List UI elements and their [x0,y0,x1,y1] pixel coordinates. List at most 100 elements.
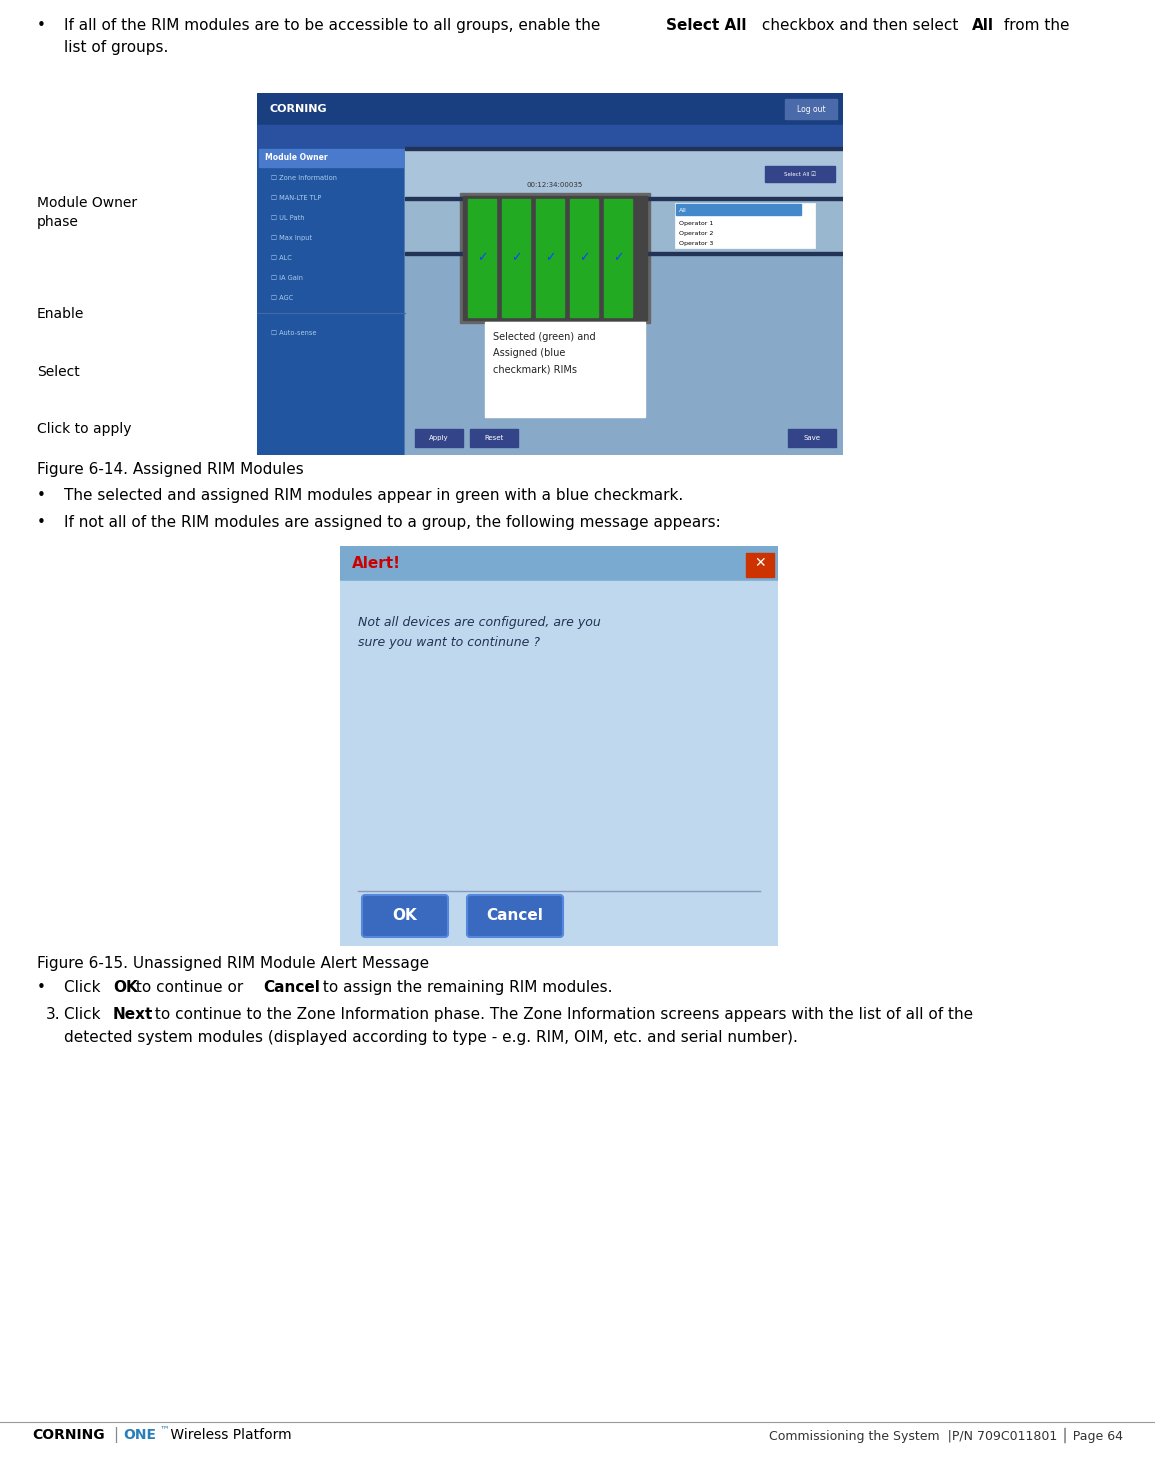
FancyBboxPatch shape [467,895,562,938]
Text: Alert!: Alert! [352,557,401,571]
Text: ™: ™ [159,1424,169,1434]
Bar [468,199,495,316]
Text: Not all devices are configured, are you: Not all devices are configured, are you [358,615,601,628]
Text: ☐ IA Gain: ☐ IA Gain [271,275,303,281]
Bar [785,100,837,119]
Text: •: • [37,516,46,530]
Text: from the: from the [999,18,1070,34]
Text: Save: Save [804,435,820,441]
Text: OK: OK [113,980,137,995]
Text: Select All ☑: Select All ☑ [784,171,815,176]
Text: ✕: ✕ [754,557,766,570]
Bar [502,199,530,316]
Text: Operator 2: Operator 2 [679,230,714,236]
Text: ☐ UL Path: ☐ UL Path [271,215,305,221]
Text: to assign the remaining RIM modules.: to assign the remaining RIM modules. [319,980,613,995]
Text: CORNING: CORNING [269,104,327,114]
Text: OK: OK [393,908,417,923]
Text: ☐ Max Input: ☐ Max Input [271,234,312,242]
Text: to continue or: to continue or [132,980,248,995]
Text: •: • [37,488,46,502]
Bar [0,1423,1155,1465]
Text: Operator 1: Operator 1 [679,221,714,226]
Bar [405,253,843,456]
Text: Select All: Select All [665,18,746,34]
Bar [340,546,778,582]
Bar [405,148,843,198]
Text: phase: phase [37,215,79,229]
Text: Operator 3: Operator 3 [679,240,714,246]
Bar [675,204,815,248]
Text: ONE: ONE [124,1428,157,1442]
Bar [676,204,802,215]
Bar [470,429,517,447]
Text: Cancel: Cancel [263,980,320,995]
Text: Next: Next [113,1006,154,1023]
Text: ☐ MAN-LTE TLP: ☐ MAN-LTE TLP [271,195,321,201]
Bar [604,199,632,316]
Text: Apply: Apply [430,435,449,441]
Bar [765,166,835,182]
Bar [405,252,843,255]
Text: Select: Select [37,365,80,379]
Bar [746,552,774,577]
Text: Cancel: Cancel [486,908,544,923]
Text: Reset: Reset [484,435,504,441]
Bar [536,199,564,316]
Bar [405,146,843,149]
Text: All: All [679,208,687,212]
Text: ✓: ✓ [511,252,521,265]
Bar [571,199,598,316]
Bar [460,193,650,322]
Bar [463,196,647,319]
Bar [788,429,836,447]
Bar [415,429,463,447]
Text: Selected (green) and: Selected (green) and [493,333,596,341]
Bar [258,125,843,148]
Text: Wireless Platform: Wireless Platform [166,1428,292,1442]
Bar [259,149,403,167]
Text: Figure 6-15. Unassigned RIM Module Alert Message: Figure 6-15. Unassigned RIM Module Alert… [37,957,430,971]
Text: ✓: ✓ [579,252,589,265]
Text: detected system modules (displayed according to type - e.g. RIM, OIM, etc. and s: detected system modules (displayed accor… [64,1030,797,1045]
Text: Log out: Log out [797,104,826,113]
Text: 3.: 3. [46,1006,61,1023]
Text: ☐ Auto-sense: ☐ Auto-sense [271,330,316,335]
Bar [405,148,843,456]
Bar [485,322,644,418]
Text: ✓: ✓ [613,252,624,265]
Text: •: • [37,980,46,995]
Text: checkbox and then select: checkbox and then select [758,18,963,34]
Text: list of groups.: list of groups. [64,40,167,56]
Text: ☐ ALC: ☐ ALC [271,255,292,261]
Text: Click: Click [64,980,105,995]
Bar [258,92,843,125]
Text: Module Owner: Module Owner [37,196,137,209]
Text: ☐ Zone Information: ☐ Zone Information [271,174,337,182]
Text: |: | [113,1427,118,1443]
Text: Figure 6-14. Assigned RIM Modules: Figure 6-14. Assigned RIM Modules [37,461,304,478]
FancyBboxPatch shape [362,895,448,938]
Bar [405,196,843,201]
Text: Enable: Enable [37,308,84,321]
Text: If not all of the RIM modules are assigned to a group, the following message app: If not all of the RIM modules are assign… [64,516,721,530]
Bar [258,148,405,456]
Text: Commissioning the System  |P/N 709C011801 │ Page 64: Commissioning the System |P/N 709C011801… [769,1427,1123,1443]
Text: Module Owner: Module Owner [264,154,328,163]
Text: checkmark) RIMs: checkmark) RIMs [493,363,578,374]
Text: •: • [37,18,46,34]
Text: All: All [973,18,994,34]
Text: Assigned (blue: Assigned (blue [493,349,566,357]
Text: If all of the RIM modules are to be accessible to all groups, enable the: If all of the RIM modules are to be acce… [64,18,605,34]
Text: ✓: ✓ [477,252,487,265]
Text: ✓: ✓ [545,252,556,265]
Text: ☐ AGC: ☐ AGC [271,294,293,300]
Bar [405,198,843,253]
Text: The selected and assigned RIM modules appear in green with a blue checkmark.: The selected and assigned RIM modules ap… [64,488,683,502]
Text: 00:12:34:00035: 00:12:34:00035 [527,182,583,188]
Text: Click to apply: Click to apply [37,422,132,437]
Text: sure you want to continune ?: sure you want to continune ? [358,636,541,649]
Text: Click: Click [64,1006,105,1023]
Text: to continue to the Zone Information phase. The Zone Information screens appears : to continue to the Zone Information phas… [150,1006,973,1023]
Text: CORNING: CORNING [32,1428,105,1442]
